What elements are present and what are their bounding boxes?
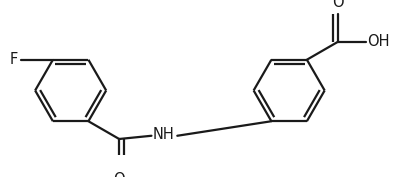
Text: NH: NH	[153, 127, 174, 142]
Text: O: O	[332, 0, 343, 10]
Text: F: F	[9, 52, 17, 67]
Text: OH: OH	[367, 35, 389, 49]
Text: O: O	[113, 172, 125, 177]
